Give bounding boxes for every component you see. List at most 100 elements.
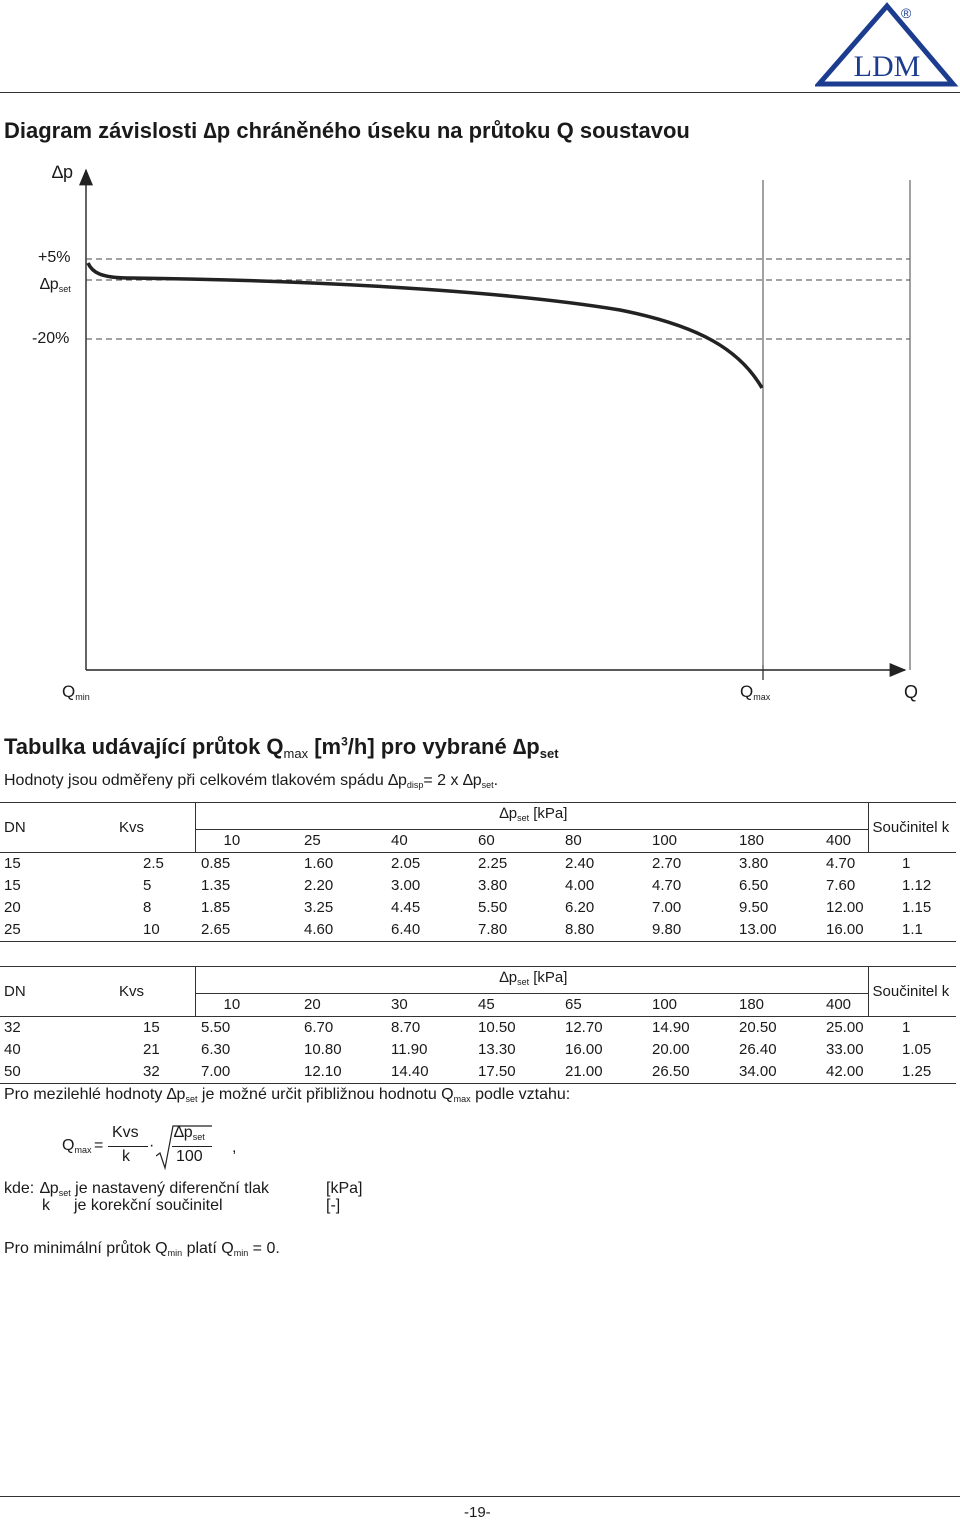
minus20-label: -20% [32, 330, 70, 347]
cell-value: 25.00 [826, 1019, 864, 1036]
table-row: 15 5 1.35 2.20 3.00 3.80 4.00 4.70 6.50 7.60 1.12 [0, 875, 956, 897]
definition-dp-unit: [kPa] [326, 1180, 363, 1197]
pressure-header: 25 [282, 829, 369, 853]
cell-value: 12.10 [282, 1061, 369, 1084]
cell-value: 13.00 [717, 919, 804, 942]
cell-value: 4.60 [282, 919, 369, 942]
measurement-note: Hodnoty jsou odměřeny při celkovém tlako… [4, 772, 499, 790]
footer-rule [0, 1496, 960, 1497]
cell-value: 42.00 [804, 1061, 868, 1084]
table-1: DN Kvs ∆pset [kPa] Součinitel k 10 25 40 60… [0, 802, 956, 942]
cell-value: 6.50 [739, 877, 769, 894]
pressure-header: 80 [543, 829, 630, 853]
cell-value: 7.00 [652, 899, 682, 916]
cell-value: 3.80 [478, 877, 508, 894]
pressure-header: 20 [282, 993, 369, 1017]
cell-value: 26.50 [630, 1061, 717, 1084]
cell-value: 3.25 [304, 899, 334, 916]
registered-mark: ® [901, 5, 912, 21]
cell-dn: 25 [0, 919, 115, 942]
cell-kvs: 32 [115, 1061, 195, 1084]
cell-value: 10.80 [304, 1041, 342, 1058]
cell-value: 6.30 [201, 1041, 231, 1058]
cell-value: 8.70 [391, 1019, 421, 1036]
cell-value: 3.80 [739, 855, 769, 872]
pressure-header: 100 [630, 829, 717, 853]
page-number: -19- [464, 1504, 491, 1521]
cell-dn: 32 [4, 1019, 21, 1036]
cell-value: 2.20 [304, 877, 334, 894]
definition-k: je korekční součinitel [74, 1197, 223, 1214]
pressure-header: 65 [543, 993, 630, 1017]
pressure-header: 30 [369, 993, 456, 1017]
cell-value: 8.80 [543, 919, 630, 942]
cell-value: 16.00 [565, 1041, 603, 1058]
cell-value: 5.50 [478, 899, 508, 916]
cell-kvs: 10 [115, 919, 195, 942]
cell-value: 6.40 [369, 919, 456, 942]
table-2-pressure-row: 10 20 30 45 65 100 180 400 [0, 993, 956, 1017]
table-row: 32 15 5.50 6.70 8.70 10.50 12.70 14.90 20.50 25.0… [0, 1017, 956, 1040]
cell-value: 13.30 [478, 1041, 516, 1058]
cell-value: 2.05 [391, 855, 421, 872]
cell-value: 26.40 [739, 1041, 777, 1058]
cell-value: 2.70 [652, 855, 682, 872]
pressure-header: 45 [456, 993, 543, 1017]
col-k: Součinitel k [867, 802, 956, 853]
cell-value: 33.00 [826, 1041, 864, 1058]
cell-value: 1.35 [201, 877, 231, 894]
cell-value: 12.70 [565, 1019, 603, 1036]
definition-k-unit: [-] [326, 1197, 341, 1214]
table-row: 40 21 6.30 10.80 11.90 13.30 16.00 20.00 26.40 33… [0, 1039, 956, 1061]
q-label: Q [904, 682, 919, 702]
cell-value: 16.00 [804, 919, 868, 942]
qmin-label: Qmin [62, 682, 90, 702]
characteristic-curve [86, 262, 764, 389]
cell-value: 7.00 [195, 1061, 282, 1084]
pressure-header: 400 [804, 829, 868, 853]
cell-k: 1.15 [902, 899, 932, 916]
fraction-denominator: k [122, 1148, 130, 1165]
cell-kvs: 15 [143, 1019, 160, 1036]
pressure-header: 180 [717, 829, 804, 853]
col-dn: DN [0, 966, 115, 1017]
cell-value: 3.00 [391, 877, 421, 894]
plus5-label: +5% [38, 249, 71, 266]
logo-text: LDM [854, 50, 921, 83]
dp-header: ∆pset [kPa] [194, 802, 868, 830]
diagram: ∆p +5% ∆pset -20% Qmin Qmax Q [0, 150, 960, 710]
cell-value: 34.00 [717, 1061, 804, 1084]
cell-value: 14.40 [369, 1061, 456, 1084]
pressure-header: 180 [717, 993, 804, 1017]
pressure-header: 40 [369, 829, 456, 853]
cell-value: 12.00 [826, 899, 864, 916]
cell-value: 4.70 [826, 855, 856, 872]
cell-dn: 15 [4, 877, 21, 894]
cell-kvs: 21 [143, 1041, 160, 1058]
pressure-header: 60 [456, 829, 543, 853]
pressure-header: 400 [804, 993, 868, 1017]
col-k: Součinitel k [867, 966, 956, 1017]
cell-value: 1.60 [304, 855, 334, 872]
y-axis-label: ∆p [52, 162, 74, 182]
col-kvs: Kvs [115, 802, 195, 853]
cell-kvs: 2.5 [143, 855, 164, 872]
table-row: 50 32 7.00 12.10 14.40 17.50 21.00 26.50 34.00 42… [0, 1061, 956, 1084]
cell-dn: 20 [4, 899, 21, 916]
cell-k: 1 [902, 855, 911, 872]
table-1-header-row: DN Kvs ∆pset [kPa] Součinitel k [0, 802, 956, 853]
cell-value: 20.50 [739, 1019, 777, 1036]
cell-value: 9.50 [739, 899, 769, 916]
cell-k: 1.12 [902, 877, 932, 894]
formula-intro: Pro mezilehlé hodnoty ∆pset je možné urč… [4, 1086, 571, 1104]
pressure-header: 10 [194, 829, 282, 853]
cell-k: 1.05 [902, 1041, 932, 1058]
cell-value: 14.90 [652, 1019, 690, 1036]
table-1-pressure-row: 10 25 40 60 80 100 180 400 [0, 829, 956, 853]
table-title: Tabulka udávající průtok Qmax [m3/h] pro… [4, 734, 559, 761]
cell-k: 1 [902, 1019, 911, 1036]
table-row: 25 10 2.65 4.60 6.40 7.80 8.80 9.80 13.00 16.00 1.… [0, 919, 956, 942]
cell-value: 2.65 [195, 919, 282, 942]
diagram-title: Diagram závislosti ∆p chráněného úseku n… [4, 118, 690, 143]
cell-value: 17.50 [456, 1061, 543, 1084]
